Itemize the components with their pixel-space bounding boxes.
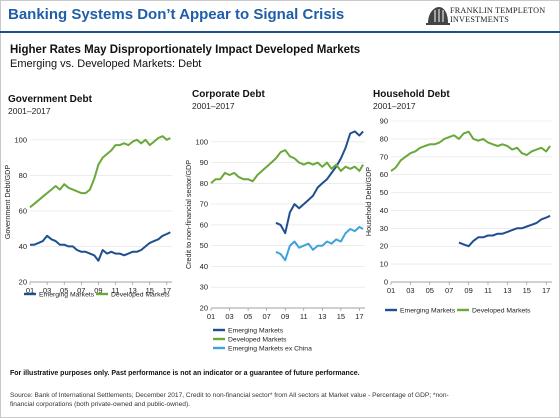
y-tick-label: 100 [14,135,27,144]
legend-label: Developed Markets [472,308,531,315]
disclaimer: For illustrative purposes only. Past per… [10,370,360,377]
series-line [458,214,551,248]
x-tick-label: 07 [77,286,85,295]
panel-title: Corporate Debt [192,89,265,100]
legend-label: Emerging Markets [400,308,456,315]
x-tick-label: 11 [112,286,120,295]
y-tick-label: 0 [384,278,388,287]
y-tick-label: 90 [200,158,208,167]
series-line [210,149,364,185]
helmet-icon [426,7,450,25]
x-tick-label: 01 [26,286,34,295]
legend-label: Emerging Markets [228,328,284,335]
title-rule [0,31,560,33]
y-tick-label: 80 [200,179,208,188]
y-tick-label: 90 [380,117,388,126]
panel-years: 2001–2017 [8,106,51,116]
brand-line-2: INVESTMENTS [450,15,510,24]
x-tick-label: 03 [225,312,233,321]
x-tick-label: 05 [426,286,434,295]
source-line-2: financial corporations (both private-own… [10,401,190,408]
y-tick-label: 50 [200,241,208,250]
legend-label: Emerging Markets [39,292,95,299]
legend-label: Emerging Markets ex China [228,346,312,353]
franklin-templeton-logo [426,7,450,25]
x-tick-label: 07 [445,286,453,295]
x-tick-label: 11 [484,286,492,295]
x-tick-label: 03 [43,286,51,295]
y-tick-label: 100 [195,137,208,146]
y-tick-label: 60 [19,206,27,215]
source-line-1: Source: Bank of International Settlement… [10,392,449,399]
series-line [275,130,364,235]
panel-title: Household Debt [373,89,450,100]
y-tick-label: 60 [200,220,208,229]
y-tick-label: 70 [380,152,388,161]
y-tick-label: 50 [380,188,388,197]
y-tick-label: 70 [200,200,208,209]
series-line [275,226,364,262]
x-tick-label: 09 [464,286,472,295]
series-line [29,135,171,209]
y-tick-label: 30 [200,283,208,292]
x-tick-label: 01 [207,312,215,321]
y-tick-label: 20 [200,304,208,313]
x-tick-label: 03 [406,286,414,295]
y-tick-label: 60 [380,170,388,179]
y-tick-label: 20 [19,278,27,287]
chart-subtitle: Higher Rates May Disproportionately Impa… [10,44,361,56]
x-tick-label: 17 [355,312,363,321]
y-tick-label: 30 [380,224,388,233]
x-tick-label: 05 [60,286,68,295]
x-tick-label: 13 [128,286,136,295]
brand-line-1: FRANKLIN TEMPLETON [450,6,546,15]
panel-years: 2001–2017 [192,101,235,111]
series-line [30,231,171,262]
y-axis-label: Household Debt/GDP [364,167,373,236]
x-tick-label: 13 [503,286,511,295]
x-tick-label: 01 [387,286,395,295]
y-tick-label: 80 [380,134,388,143]
x-tick-label: 17 [163,286,171,295]
y-axis-label: Government Debt/GDP [3,165,12,240]
y-tick-label: 10 [380,260,388,269]
y-tick-label: 40 [380,206,388,215]
panel-years: 2001–2017 [373,101,416,111]
panel-title: Government Debt [8,94,93,105]
x-tick-label: 15 [146,286,154,295]
x-tick-label: 15 [523,286,531,295]
legend-label: Developed Markets [228,337,287,344]
page-title: Banking Systems Don’t Appear to Signal C… [8,6,345,23]
chart-subtitle-secondary: Emerging vs. Developed Markets: Debt [10,58,202,70]
series-line [390,130,551,172]
x-tick-label: 05 [244,312,252,321]
source-note: Source: Bank of International Settlement… [10,391,550,409]
x-tick-label: 11 [300,312,308,321]
y-tick-label: 40 [200,262,208,271]
y-tick-label: 20 [380,242,388,251]
x-tick-label: 09 [281,312,289,321]
x-tick-label: 17 [542,286,550,295]
x-tick-label: 13 [318,312,326,321]
y-tick-label: 40 [19,242,27,251]
x-tick-label: 07 [262,312,270,321]
legend-label: Developed Markets [111,292,170,299]
x-tick-label: 09 [94,286,102,295]
y-axis-label: Credit to non-financial sector/GDP [184,160,193,269]
y-tick-label: 80 [19,171,27,180]
brand-name: FRANKLIN TEMPLETON INVESTMENTS [450,6,545,24]
x-tick-label: 15 [337,312,345,321]
